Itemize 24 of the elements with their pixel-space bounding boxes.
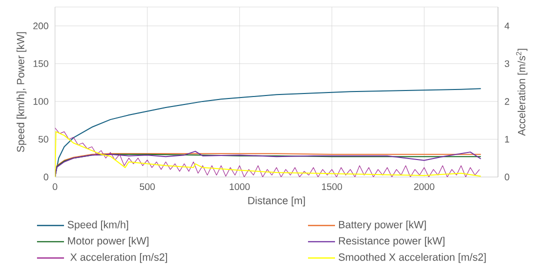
y-tick-label: 200 <box>33 22 48 30</box>
x-axis-title: Distance [m] <box>248 196 305 206</box>
legend-label: X acceleration [m/s2] <box>70 253 168 263</box>
y-tick-label: 0 <box>44 174 48 180</box>
x-tick-label: 0 <box>52 183 58 190</box>
y2-tick-label: 4 <box>504 22 510 30</box>
y-axis-title: Speed [km/h], Power [kW] <box>16 32 26 152</box>
x-tick-label: 1500 <box>322 183 342 190</box>
x-tick-label: 2000 <box>414 183 434 190</box>
x-tick-label: 1000 <box>230 183 250 190</box>
y2-axis-title: Acceleration [m/s$^{2}$] <box>516 48 528 136</box>
legend-label: Battery power [kW] <box>339 220 426 230</box>
x-tick-label: 500 <box>140 183 155 190</box>
y-tick-label: 50 <box>38 136 48 143</box>
y-tick-label: 100 <box>34 98 48 105</box>
y2-tick-label: 2 <box>504 98 510 105</box>
legend-label: Smoothed X acceleration [m/s2] <box>338 253 486 263</box>
y2-tick-label: 1 <box>505 136 510 142</box>
y2-tick-label: 0 <box>504 174 510 180</box>
legend-label: Motor power [kW] <box>68 236 148 247</box>
y2-tick-label: 3 <box>504 60 510 68</box>
y-tick-label: 150 <box>34 60 48 68</box>
legend-label: Speed [km/h] <box>68 220 128 230</box>
legend-label: Resistance power [kW] <box>339 236 444 247</box>
